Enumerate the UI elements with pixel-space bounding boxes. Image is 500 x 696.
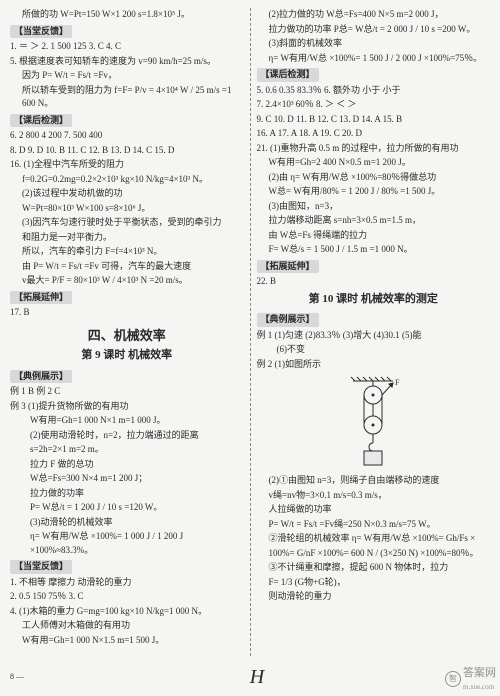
text-line: 22. B xyxy=(257,275,491,289)
force-label: F xyxy=(395,378,400,387)
text-line: v最大= P/F = 80×10³ W / 4×10³ N =20 m/s。 xyxy=(10,274,244,288)
text-line: (2)拉力做的功 W总=Fs=400 N×5 m=2 000 J， xyxy=(257,8,491,22)
text-line: 16. A 17. A 18. A 19. C 20. D xyxy=(257,127,491,141)
text-line: v绳=nv物=3×0.1 m/s=0.3 m/s， xyxy=(257,489,491,503)
text-line: η= W有用/W总 ×100%= 1 000 J / 1 200 J ×100%… xyxy=(10,530,244,557)
text-line: 例 1 (1)匀速 (2)83.3％ (3)增大 (4)30.1 (5)能 xyxy=(257,329,491,343)
right-column: (2)拉力做的功 W总=Fs=400 N×5 m=2 000 J， 拉力做功的功… xyxy=(257,8,491,656)
text-line: 7. 2.4×10³ 60％ 8. ＞ ＜ ＞ xyxy=(257,98,491,112)
section-header: 【典例展示】 xyxy=(257,313,319,327)
text-line: 所以轿车受到的阻力为 f=F= P/v = 4×10⁴ W / 25 m/s =… xyxy=(10,84,244,111)
text-line: W有用=Gh=1 000 N×1 m=1 000 J。 xyxy=(10,414,244,428)
page-mark: H xyxy=(250,662,264,692)
lesson-title: 第 9 课时 机械效率 xyxy=(10,347,244,364)
text-line: 则动滑轮的重力 xyxy=(257,590,491,604)
text-line: 由 W总=Fs 得绳端的拉力 xyxy=(257,229,491,243)
watermark: 智 答案网 m.xue.com xyxy=(445,665,496,692)
text-line: P= W总/t = 1 200 J / 10 s =120 W。 xyxy=(10,501,244,515)
text-line: (6)不变 xyxy=(257,343,491,357)
text-line: (3)斜面的机械效率 xyxy=(257,37,491,51)
text-line: η= W有用/W总 ×100%= 1 500 J / 2 000 J ×100%… xyxy=(257,52,491,66)
text-line: 5. 根据速度表可知轿车的速度为 v=90 km/h=25 m/s。 xyxy=(10,55,244,69)
text-line: 拉力 F 做的总功 xyxy=(10,458,244,472)
pulley-diagram: F xyxy=(343,375,403,470)
section-header: 【典例展示】 xyxy=(10,370,72,384)
page-number-left: 8 — xyxy=(10,671,24,683)
text-line: 人拉绳做的功率 xyxy=(257,503,491,517)
text-line: 例 2 (1)如图所示 xyxy=(257,358,491,372)
text-line: 16. (1)全程中汽车所受的阻力 xyxy=(10,158,244,172)
text-line: (2)该过程中发动机做的功 xyxy=(10,187,244,201)
watermark-text: 答案网 xyxy=(463,665,496,682)
text-line: s=2h=2×1 m=2 m。 xyxy=(10,443,244,457)
text-line: 100%= G/nF ×100%= 600 N / (3×250 N) ×100… xyxy=(257,547,491,561)
text-line: 拉力端移动距离 s=nh=3×0.5 m=1.5 m， xyxy=(257,214,491,228)
text-line: F= W总/s = 1 500 J / 1.5 m =1 000 N。 xyxy=(257,243,491,257)
text-line: 1. 不相等 摩擦力 动滑轮的重力 xyxy=(10,576,244,590)
text-line: W总=Fs=300 N×4 m=1 200 J； xyxy=(10,472,244,486)
text-line: (2)由 η= W有用/W总 ×100%=80％得做总功 xyxy=(257,171,491,185)
text-line: 5. 0.6 0.35 83.3％ 6. 额外功 小于 小于 xyxy=(257,84,491,98)
lesson-title: 第 10 课时 机械效率的测定 xyxy=(257,291,491,308)
text-line: 例 1 B 例 2 C xyxy=(10,385,244,399)
page-footer: 8 — H xyxy=(0,662,500,692)
text-line: (3)动滑轮的机械效率 xyxy=(10,516,244,530)
section-header: 【课后检测】 xyxy=(10,114,72,128)
text-line: (3)因汽车匀速行驶时处于平衡状态，受到的牵引力 xyxy=(10,216,244,230)
text-line: ③不计绳重和摩擦，提起 600 N 物体时，拉力 xyxy=(257,561,491,575)
text-line: 8. D 9. D 10. B 11. C 12. B 13. D 14. C … xyxy=(10,144,244,158)
text-line: ②滑轮组的机械效率 η= W有用/W总 ×100%= Gh/Fs × xyxy=(257,532,491,546)
text-line: (2)使用动滑轮时，n=2，拉力端通过的距离 xyxy=(10,429,244,443)
text-line: 9. C 10. D 11. B 12. C 13. D 14. A 15. B xyxy=(257,113,491,127)
section-header: 【当堂反馈】 xyxy=(10,560,72,574)
text-line: 和阻力是一对平衡力。 xyxy=(10,231,244,245)
text-line: 工人师傅对木箱做的有用功 xyxy=(10,619,244,633)
text-line: W有用=Gh=2 400 N×0.5 m=1 200 J。 xyxy=(257,156,491,170)
text-line: 因为 P= W/t = Fs/t =Fv， xyxy=(10,69,244,83)
text-line: f=0.2G=0.2mg=0.2×2×10³ kg×10 N/kg=4×10³ … xyxy=(10,173,244,187)
text-line: 由 P= W/t = Fs/t =Fv 可得，汽车的最大速度 xyxy=(10,260,244,274)
section-header: 【拓展延伸】 xyxy=(257,260,319,274)
text-line: 17. B xyxy=(10,306,244,320)
watermark-badge-icon: 智 xyxy=(445,671,461,687)
text-line: W总= W有用/80% = 1 200 J / 80% =1 500 J。 xyxy=(257,185,491,199)
text-line: 拉力做的功率 xyxy=(10,487,244,501)
text-line: 6. 2 800 4 200 7. 500 400 xyxy=(10,129,244,143)
chapter-title: 四、机械效率 xyxy=(10,326,244,346)
text-line: 拉力做功的功率 P总= W总/t = 2 000 J / 10 s =200 W… xyxy=(257,23,491,37)
text-line: 2. 0.5 150 75％ 3. C xyxy=(10,590,244,604)
text-line: 21. (1)重物升高 0.5 m 的过程中，拉力所做的有用功 xyxy=(257,142,491,156)
text-line: W=Pt=80×10³ W×100 s=8×10⁶ J。 xyxy=(10,202,244,216)
text-line: (3)由图知，n=3， xyxy=(257,200,491,214)
section-header: 【当堂反馈】 xyxy=(10,25,72,39)
text-line: P= W/t = Fs/t =Fv绳=250 N×0.3 m/s=75 W。 xyxy=(257,518,491,532)
watermark-url: m.xue.com xyxy=(463,682,496,693)
section-header: 【拓展延伸】 xyxy=(10,291,72,305)
left-column: 所做的功 W=Pt=150 W×1 200 s=1.8×10⁵ J。 【当堂反馈… xyxy=(10,8,251,656)
section-header: 【课后检测】 xyxy=(257,68,319,82)
page: 所做的功 W=Pt=150 W×1 200 s=1.8×10⁵ J。 【当堂反馈… xyxy=(0,0,500,660)
text-line: 1. ＝ ＞ 2. 1 500 125 3. C 4. C xyxy=(10,40,244,54)
text-line: W有用=Gh=1 000 N×1.5 m=1 500 J。 xyxy=(10,634,244,648)
text-line: 所以，汽车的牵引力 F=f=4×10³ N。 xyxy=(10,245,244,259)
text-line: (2)①由图知 n=3，则绳子自由端移动的速度 xyxy=(257,474,491,488)
text-line: 例 3 (1)提升货物所做的有用功 xyxy=(10,400,244,414)
text-line: 所做的功 W=Pt=150 W×1 200 s=1.8×10⁵ J。 xyxy=(10,8,244,22)
text-line: F= 1/3 (G物+G轮)， xyxy=(257,576,491,590)
text-line: 4. (1)木箱的重力 G=mg=100 kg×10 N/kg=1 000 N。 xyxy=(10,605,244,619)
